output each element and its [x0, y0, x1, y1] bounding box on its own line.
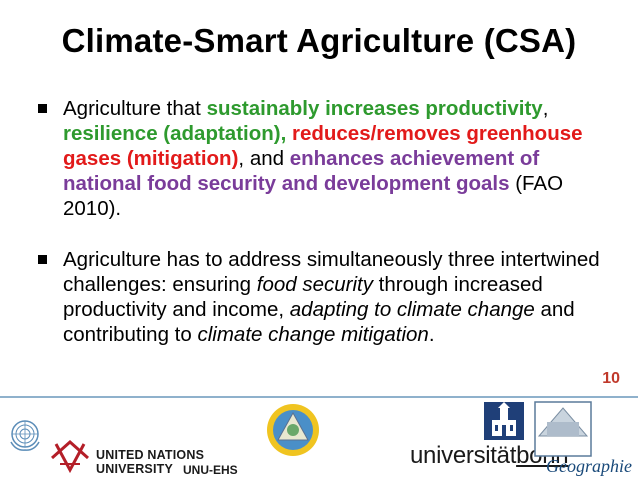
bonn-crest-icon	[484, 402, 524, 445]
unu-wordmark: UNITED NATIONS UNIVERSITY	[96, 448, 205, 476]
bullet-text: Agriculture has to address simultaneousl…	[63, 248, 600, 346]
geographie-logo-icon	[533, 400, 593, 463]
footer-logos: UNITED NATIONS UNIVERSITY UNU-EHS univer…	[0, 398, 638, 479]
bullet-text: Agriculture that sustainably increases p…	[63, 97, 583, 220]
slide-title: Climate-Smart Agriculture (CSA)	[61, 22, 577, 59]
geographie-label: Geographie	[546, 456, 632, 476]
unu-ehs-label: UNU-EHS	[183, 463, 238, 477]
bullet-marker	[38, 104, 47, 113]
highlight-resilience: resilience (adaptation),	[63, 122, 287, 145]
ehs-emblem-icon	[265, 398, 321, 471]
bullet-marker	[38, 255, 47, 264]
highlight-food-security: enhances achievement of national food se…	[63, 147, 540, 195]
highlight-productivity: sustainably increases productivity	[206, 97, 543, 120]
page-number: 10	[602, 370, 620, 387]
footer-divider	[0, 396, 638, 398]
unu-logo-icon	[50, 439, 90, 479]
bullet-challenges: Agriculture has to address simultaneousl…	[38, 247, 618, 347]
bullet-csa-definition: Agriculture that sustainably increases p…	[38, 96, 618, 221]
highlight-mitigation: reduces/removes greenhouse gases (mitiga…	[63, 122, 583, 170]
un-emblem-icon	[8, 418, 42, 457]
